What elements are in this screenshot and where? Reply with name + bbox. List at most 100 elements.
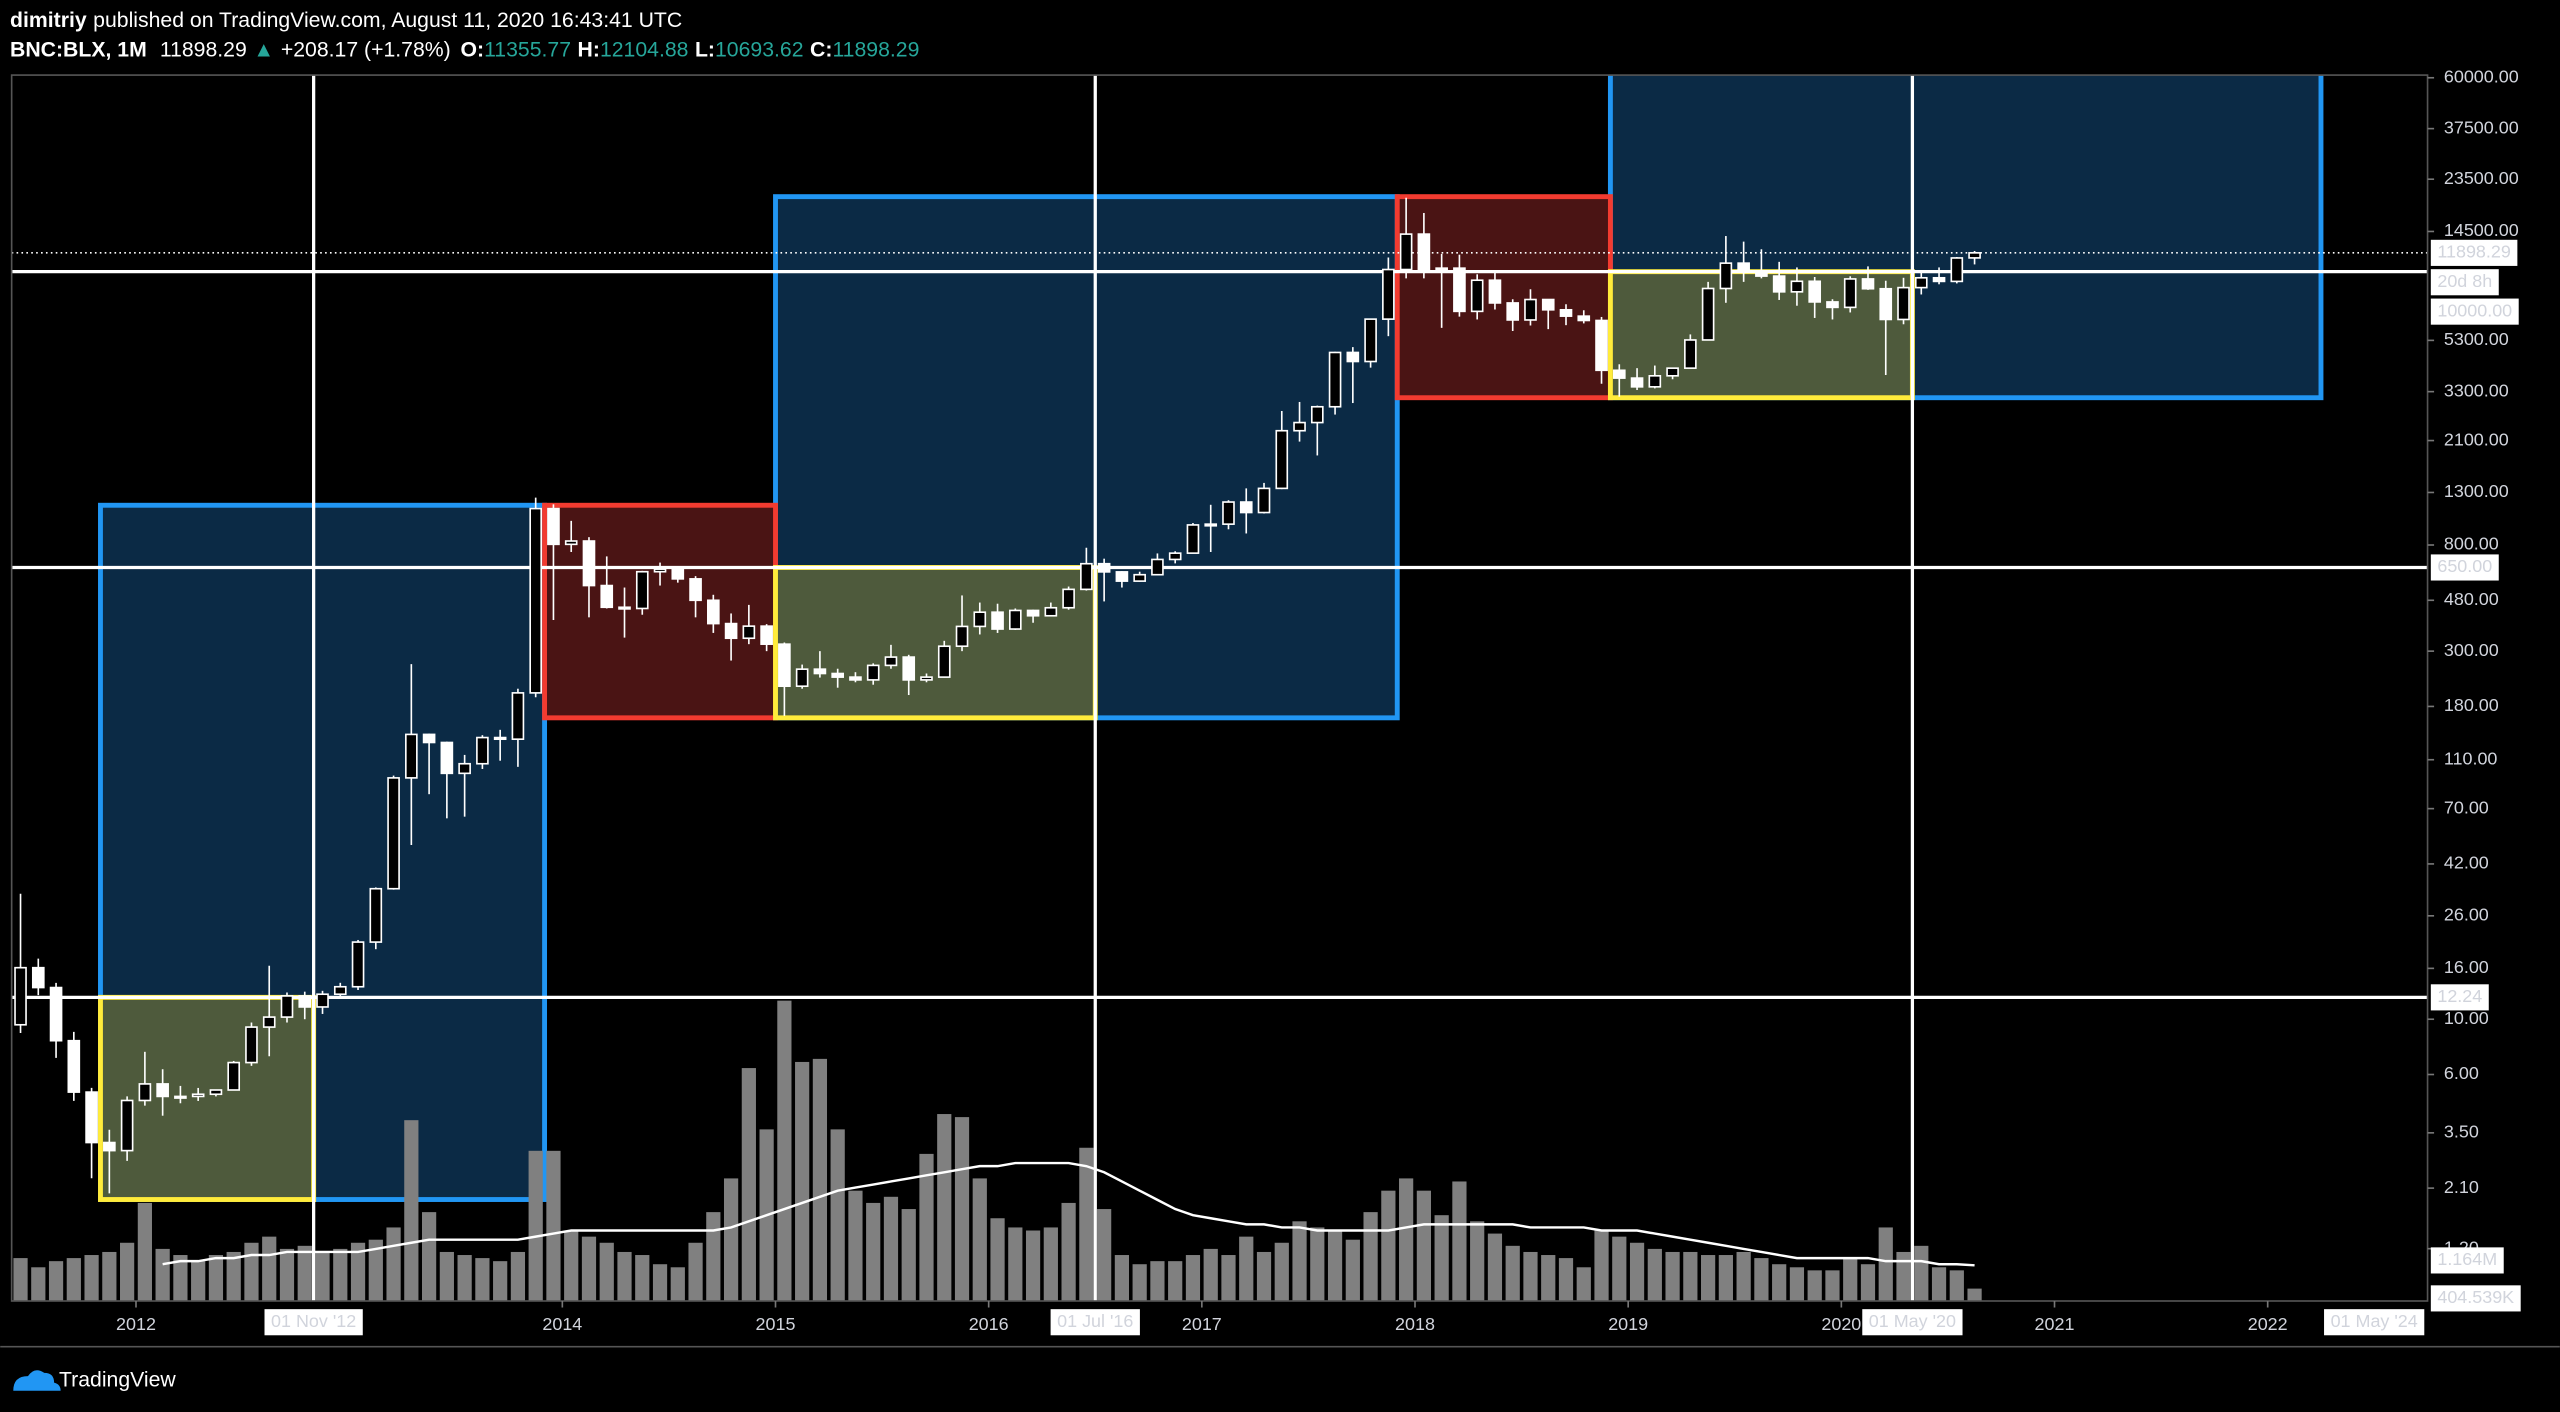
volume-bar xyxy=(1043,1227,1058,1301)
volume-bar xyxy=(1914,1245,1929,1301)
volume-bar xyxy=(1452,1181,1467,1301)
candle-body xyxy=(1328,351,1342,408)
volume-bar xyxy=(581,1236,597,1301)
y-tick-label: 2100.00 xyxy=(2444,429,2509,449)
volume-bar xyxy=(48,1261,64,1301)
y-tick-label: 37500.00 xyxy=(2444,117,2519,137)
volume-bar xyxy=(1843,1258,1858,1301)
candle-body xyxy=(280,995,294,1018)
candle-body xyxy=(902,656,916,681)
candle-body xyxy=(582,540,596,587)
volume-bar xyxy=(84,1255,99,1301)
volume-label-box xyxy=(2430,1285,2521,1312)
marker-label: 01 Nov '12 xyxy=(271,1311,356,1331)
volume-bar xyxy=(919,1153,934,1301)
volume-bar xyxy=(279,1248,295,1301)
candle-body xyxy=(174,1095,187,1099)
volume-bar xyxy=(386,1227,401,1301)
candle-body xyxy=(1524,298,1537,321)
volume-bar xyxy=(333,1248,348,1301)
x-tick-label: 2017 xyxy=(1182,1314,1222,1334)
volume-label: 404.539K xyxy=(2437,1287,2514,1307)
author: dimitriy xyxy=(10,9,87,32)
volume-bar xyxy=(1097,1209,1112,1301)
candle-body xyxy=(316,993,329,1008)
y-tick-label: 800.00 xyxy=(2444,534,2499,554)
countdown-label-box xyxy=(2430,269,2499,296)
candle-body xyxy=(1861,278,1875,290)
candle-body xyxy=(635,570,649,610)
change: +208.17 (+1.78%) xyxy=(281,38,451,61)
volume-bar xyxy=(1523,1251,1538,1301)
volume-bar xyxy=(1327,1230,1343,1301)
candle-body xyxy=(1488,279,1502,304)
volume-bar xyxy=(688,1242,703,1301)
candle-body xyxy=(529,507,543,694)
volume-bar xyxy=(1665,1251,1680,1301)
volume-bar xyxy=(848,1190,863,1301)
volume-bar xyxy=(120,1242,135,1301)
volume-bar xyxy=(1789,1267,1805,1301)
candle-body xyxy=(405,733,418,779)
candle-body xyxy=(1382,268,1395,320)
volume-bar xyxy=(830,1129,845,1301)
candle-body xyxy=(31,966,45,989)
candle-body xyxy=(1257,487,1271,514)
candle-body xyxy=(1062,588,1075,609)
candle-body xyxy=(120,1099,134,1152)
volume-bar xyxy=(1203,1248,1218,1301)
candle-body xyxy=(298,995,312,1008)
volume-bar xyxy=(1168,1261,1183,1301)
candle-body xyxy=(955,625,969,648)
volume-bar xyxy=(990,1218,1005,1301)
volume-bar xyxy=(66,1258,81,1301)
ohlc-label: O: xyxy=(461,38,485,61)
candle-body xyxy=(920,676,933,681)
candle-body xyxy=(937,645,951,678)
marker-label: 01 Jul '16 xyxy=(1057,1311,1133,1331)
hline-label: 12.24 xyxy=(2437,986,2482,1006)
volume-bar xyxy=(1274,1242,1289,1301)
last-price-label: 11898.29 xyxy=(2437,242,2511,262)
volume-bar xyxy=(1701,1255,1716,1301)
candle-body xyxy=(14,966,27,1026)
candle-body xyxy=(991,611,1004,630)
hline-label: 650.00 xyxy=(2437,556,2492,576)
countdown-label: 20d 8h xyxy=(2437,271,2492,291)
candle-body xyxy=(1435,267,1448,271)
volume-bar xyxy=(812,1058,828,1301)
candle-body xyxy=(85,1091,98,1144)
marker-label-box xyxy=(1862,1309,1963,1336)
candle-body xyxy=(1559,308,1573,317)
candle-body xyxy=(831,672,844,678)
candle-body xyxy=(1612,369,1626,379)
y-tick-label: 2.10 xyxy=(2444,1177,2479,1197)
candle-body xyxy=(1719,262,1733,290)
ohlc-value: 11898.29 xyxy=(832,38,919,61)
last-price: 11898.29 xyxy=(160,38,247,61)
y-tick-label: 23500.00 xyxy=(2444,168,2519,188)
plot-border xyxy=(10,74,2429,1302)
candle-body xyxy=(1222,501,1235,525)
candle-body xyxy=(422,733,436,744)
candle-body xyxy=(1133,573,1146,582)
volume-bar xyxy=(1025,1230,1041,1301)
candle-body xyxy=(351,941,365,988)
y-tick-label: 10.00 xyxy=(2444,1008,2489,1028)
header-line: dimitriy published on TradingView.com, Au… xyxy=(10,9,682,32)
candle-body xyxy=(1914,276,1928,289)
volume-bar xyxy=(972,1178,987,1301)
volume-bar xyxy=(173,1255,188,1301)
candle-body xyxy=(511,692,525,740)
candle-body xyxy=(1115,571,1129,582)
volume-bar xyxy=(1505,1245,1520,1301)
marker-label: 01 May '24 xyxy=(2331,1311,2418,1331)
candle-body xyxy=(1364,318,1377,363)
legend: BNC:BLX, 1M 11898.29 ▲ +208.17 (+1.78%) O:11… xyxy=(10,38,919,61)
volume-bar xyxy=(617,1251,632,1301)
candle-body xyxy=(1772,275,1786,293)
candle-body xyxy=(227,1061,241,1091)
y-tick-label: 60000.00 xyxy=(2444,66,2519,86)
marker-label: 01 May '20 xyxy=(1869,1311,1956,1331)
candle-body xyxy=(1417,233,1431,271)
